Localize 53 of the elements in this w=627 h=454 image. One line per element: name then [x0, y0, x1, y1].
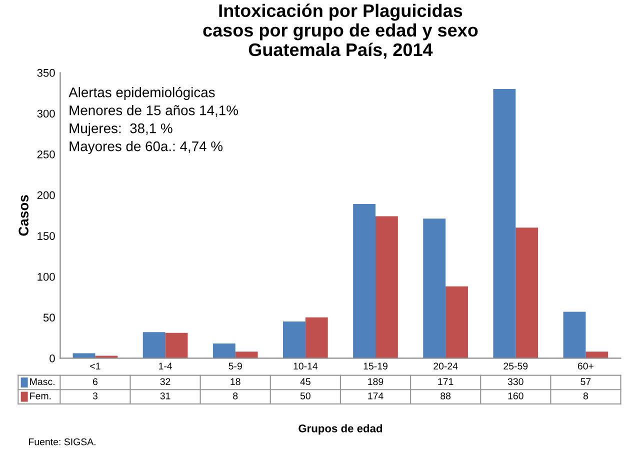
data-label: 57 [580, 378, 591, 386]
x-tick-label: 25-59 [504, 362, 528, 370]
y-tick-label: 350 [37, 68, 55, 77]
data-label: 171 [438, 378, 454, 385]
legend-label: Fem. [30, 392, 51, 400]
data-label: 8 [233, 392, 238, 400]
y-tick-label: 0 [50, 354, 55, 362]
bar [446, 286, 468, 358]
data-label: 3 [92, 392, 98, 400]
y-axis-title: Casos [18, 195, 28, 236]
data-label: 174 [368, 392, 384, 400]
bar [375, 216, 398, 358]
data-label: 88 [440, 392, 451, 400]
annotation: Alertas epidemiológicas Menores de 15 años 14,1% Mujeres: 38,1 % Mayores de 60a.: 4,74 % [68, 86, 238, 154]
y-tick-label: 200 [37, 191, 55, 200]
y-tick-label: 250 [37, 150, 55, 158]
bar [586, 352, 608, 358]
x-tick-label: 1-4 [159, 362, 172, 370]
source-note: Fuente: SIGSA. [29, 438, 96, 446]
bar [423, 218, 446, 358]
x-axis-title: Grupos de edad [298, 424, 382, 435]
data-label: 31 [160, 392, 170, 400]
x-tick-label: 5-9 [228, 362, 242, 370]
bar [165, 332, 188, 358]
data-label: 160 [508, 392, 524, 400]
bar [516, 228, 538, 358]
bar [305, 317, 328, 358]
y-tick-label: 50 [43, 314, 55, 322]
x-tick-label: 60+ [578, 362, 594, 370]
x-tick-label: 20-24 [434, 362, 458, 370]
data-label: 189 [368, 378, 384, 386]
bar [212, 344, 236, 358]
x-tick-label: 15-19 [364, 362, 388, 370]
bar [493, 88, 516, 358]
data-label: 8 [583, 392, 588, 400]
bar [283, 321, 306, 358]
data-label: 50 [300, 392, 310, 400]
chart-title: Intoxicación por Plaguicidas casos por grupo de edad y sexo Guatemala País, 2014 [203, 4, 478, 59]
bar [142, 332, 166, 358]
y-tick-label: 100 [38, 272, 55, 281]
data-label: 45 [300, 378, 310, 386]
data-label: 18 [230, 378, 240, 386]
data-label: 6 [93, 378, 98, 386]
y-tick-label: 300 [37, 110, 55, 118]
y-tick-label: 150 [38, 232, 55, 240]
legend-label: Masc. [30, 378, 54, 386]
data-label: 32 [160, 378, 170, 386]
bar [235, 352, 258, 358]
x-tick-label: <1 [90, 362, 100, 370]
data-label: 330 [508, 378, 524, 386]
bar [353, 204, 376, 358]
bar [563, 312, 586, 358]
x-tick-label: 10-14 [294, 362, 318, 370]
